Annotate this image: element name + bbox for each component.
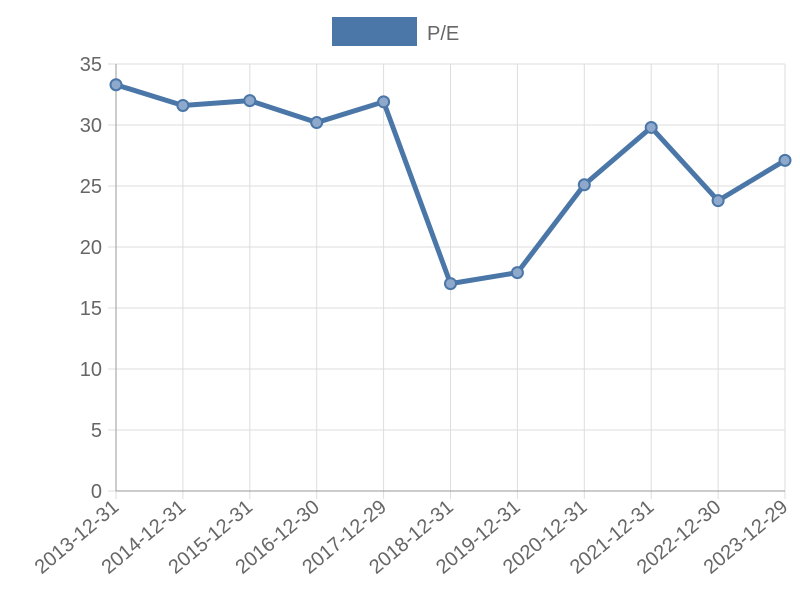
point bbox=[176, 98, 190, 112]
point bbox=[377, 95, 391, 109]
point bbox=[778, 153, 792, 167]
point bbox=[310, 116, 324, 130]
y-tick-label: 35 bbox=[80, 54, 102, 76]
point bbox=[644, 120, 658, 134]
y-tick-label: 25 bbox=[80, 176, 102, 198]
point bbox=[577, 178, 591, 192]
y-tick-label: 0 bbox=[91, 481, 102, 503]
point bbox=[510, 266, 524, 280]
point bbox=[711, 194, 725, 208]
point bbox=[243, 94, 257, 108]
y-tick-label: 20 bbox=[80, 237, 102, 259]
point bbox=[109, 78, 123, 92]
y-tick-label: 30 bbox=[80, 115, 102, 137]
y-tick-label: 15 bbox=[80, 298, 102, 320]
legend-label: P/E bbox=[427, 23, 459, 45]
point bbox=[444, 277, 457, 291]
y-tick-label: 5 bbox=[91, 420, 102, 442]
y-tick-label: 10 bbox=[80, 359, 102, 381]
legend-swatch bbox=[332, 17, 417, 46]
